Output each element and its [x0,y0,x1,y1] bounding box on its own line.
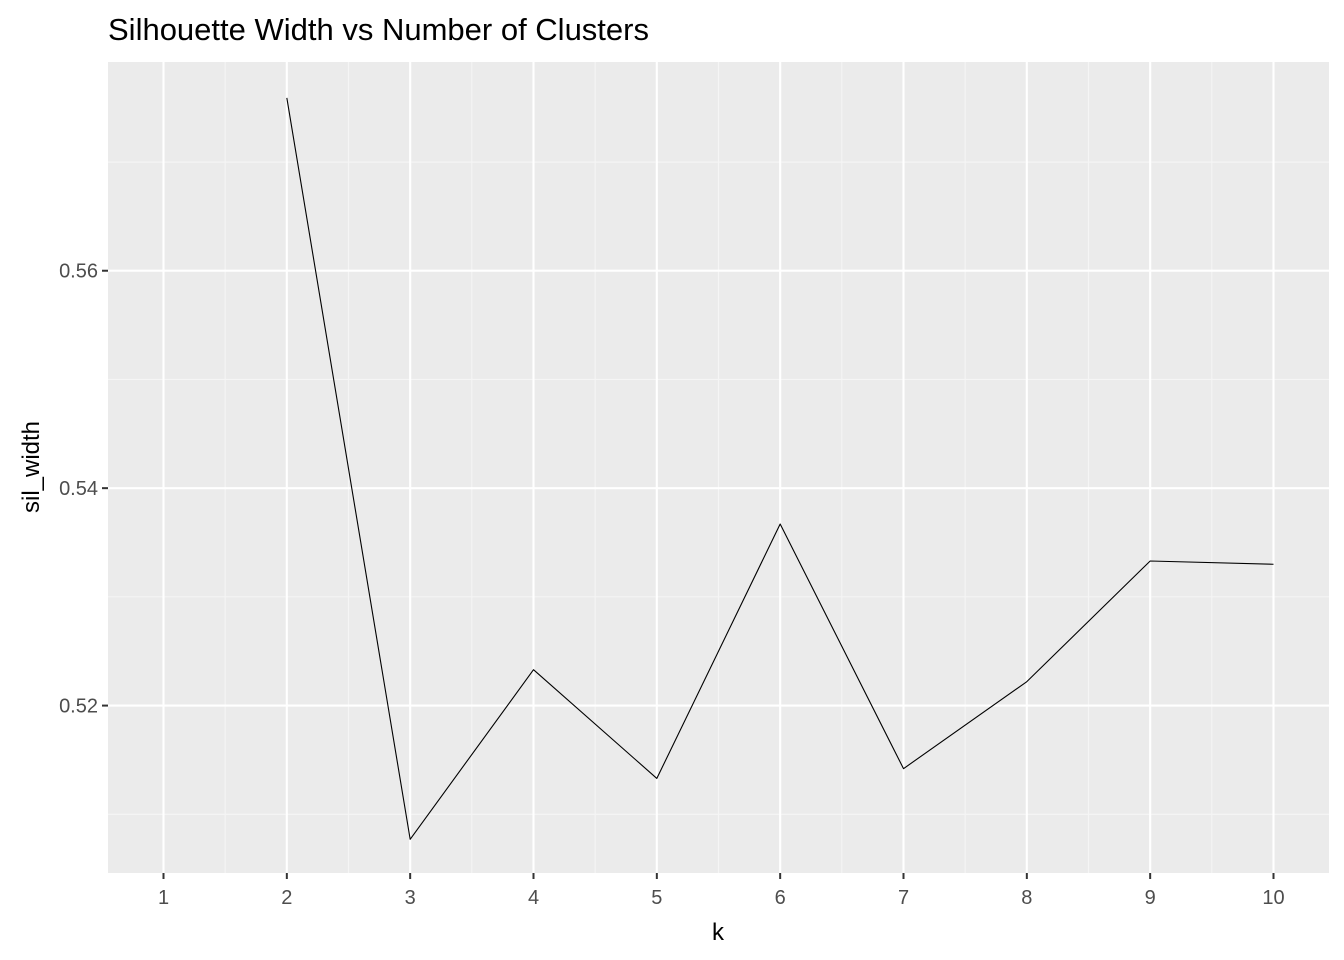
x-tick-label: 5 [651,887,662,909]
grid-major [108,62,1329,873]
x-axis-title: k [712,919,725,946]
x-tick-label: 4 [528,887,539,909]
x-tick-label: 8 [1021,887,1032,909]
grid-minor [108,62,1329,873]
y-tick-label: 0.52 [59,696,98,718]
y-tick-label: 0.56 [59,261,98,283]
x-tick-label: 1 [158,887,169,909]
x-tick-label: 2 [281,887,292,909]
y-tick-label: 0.54 [59,478,98,500]
x-axis: 1 2 3 4 5 6 7 8 9 10 [158,873,1285,909]
x-tick-label: 6 [775,887,786,909]
chart-title: Silhouette Width vs Number of Clusters [108,12,649,47]
x-tick-label: 7 [898,887,909,909]
x-tick-label: 9 [1145,887,1156,909]
series-line [286,97,1274,840]
x-tick-label: 10 [1262,887,1284,909]
x-tick-label: 3 [405,887,416,909]
y-axis: 0.52 0.54 0.56 [59,261,108,718]
series-layer [286,97,1274,840]
y-axis-title: sil_width [18,421,45,513]
